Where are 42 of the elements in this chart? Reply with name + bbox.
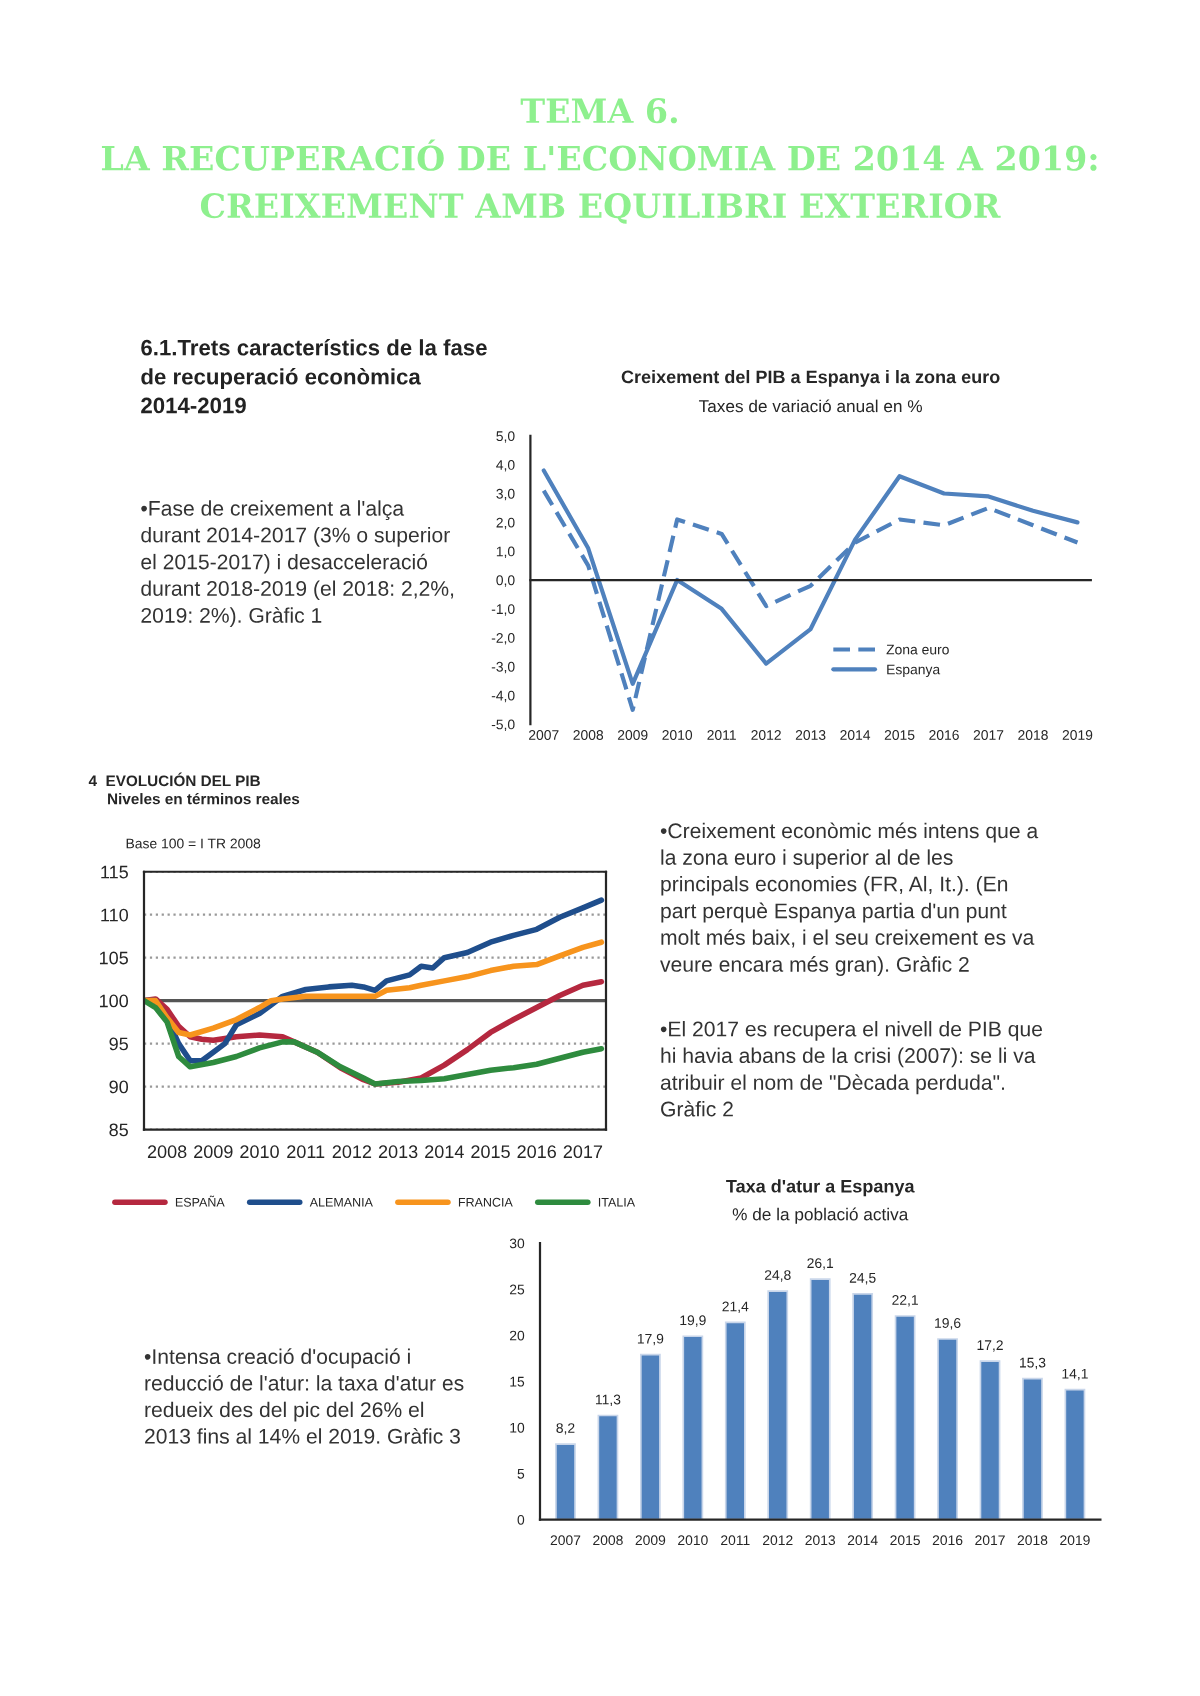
bar [767, 1290, 789, 1520]
x-tick-label: 2015 [471, 1145, 510, 1159]
text: TEMA 6. LA RECUPERACIÓ DE L'ECONOMIA DE 2014 A 2019: CREIXEMENT AMB EQUILIBRI EXTERIOR [101, 98, 1097, 224]
x-tick-label: 2013 [378, 1145, 418, 1159]
text: 6.1.Trets característics de la fase de recuperació econòmica 2014-2019 [141, 339, 487, 414]
y-tick-label: 90 [109, 1080, 129, 1094]
chart-title: Creixement del PIB a Espanya i la zona euro [621, 370, 1000, 387]
y-tick-label: 110 [101, 908, 129, 922]
y-tick-label: 115 [101, 865, 128, 879]
bar [937, 1338, 958, 1520]
bar [639, 1353, 661, 1520]
text: •Creixement econòmic més intens que a la zona euro i superior al de les principals economies (FR, Al, It.). (En part perquè Espanya partia d'un punt molt més baix, i el seu creixement es va veure encara més gran). Gràfic 2 [660, 822, 1039, 977]
bar [852, 1293, 874, 1520]
line-series [144, 997, 605, 1087]
chart-title: Taxa d'atur a Espanya [726, 1179, 915, 1197]
x-tick-label: 2012 [332, 1145, 372, 1159]
x-tick-label: 2008 [147, 1145, 187, 1159]
text: •El 2017 es recupera el nivell de PIB que hi havia abans de la crisi (2007): se li va atribuir el nom de "Dècada perduda". Gràfic 2 [660, 1020, 1042, 1117]
bar [597, 1414, 619, 1520]
x-tick-label: 2011 [287, 1145, 325, 1159]
line-series [144, 939, 605, 1038]
bar [682, 1335, 704, 1520]
bar [555, 1443, 576, 1520]
bar [894, 1315, 916, 1520]
bar [724, 1321, 746, 1520]
y-tick-label: 105 [99, 951, 128, 965]
y-tick-label: 100 [99, 994, 129, 1008]
chart-subtitle: Taxes de variació anual en % [698, 399, 922, 413]
x-tick-label: 2016 [517, 1145, 556, 1159]
text: •Intensa creació d'ocupació i reducció de l'atur: la taxa d'atur es redueix des del pic del 26% el 2013 fins al 14% el 2019. Gràfic 3 [144, 1348, 464, 1444]
bar [979, 1360, 1001, 1520]
x-tick-label: 2010 [240, 1145, 279, 1159]
y-tick-label: 85 [109, 1123, 128, 1137]
bar [809, 1278, 831, 1520]
chart-subtitle: % de la població activa [732, 1207, 909, 1224]
x-tick-label: 2014 [425, 1145, 464, 1159]
x-tick-label: 2017 [563, 1145, 603, 1159]
bar [1064, 1388, 1086, 1520]
y-tick-label: 95 [109, 1037, 128, 1051]
x-tick-label: 2009 [194, 1145, 233, 1159]
bar [1022, 1377, 1043, 1520]
text: •Fase de creixement a l'alça durant 2014-2017 (3% o superior el 2015-2017) i desacceleració durant 2018-2019 (el 2018: 2,2%, 2019: 2%). Gràfic 1 [141, 500, 454, 628]
